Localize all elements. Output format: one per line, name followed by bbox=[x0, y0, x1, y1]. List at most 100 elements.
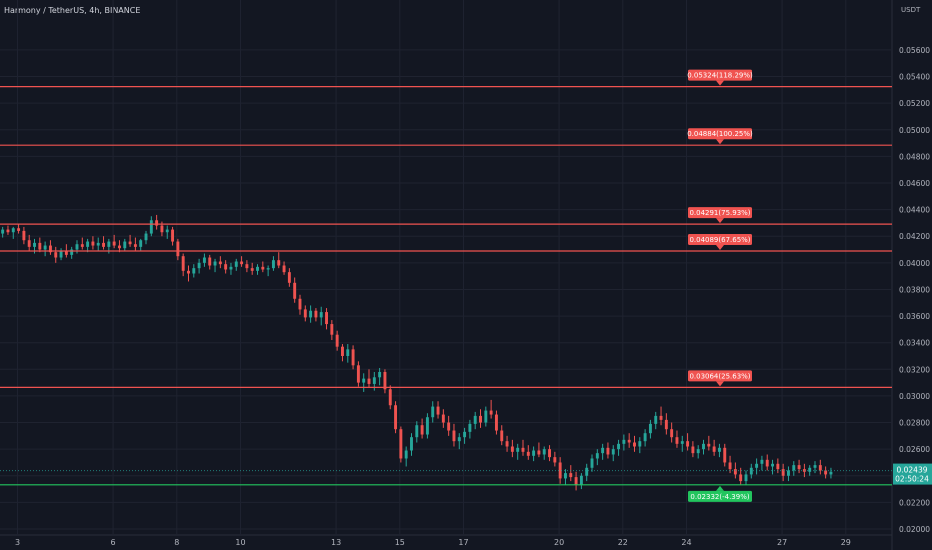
candle bbox=[633, 435, 636, 452]
candle-body bbox=[595, 453, 599, 459]
level-pointer bbox=[716, 80, 724, 86]
candle bbox=[792, 461, 796, 476]
candle-body bbox=[702, 443, 705, 450]
candle-body bbox=[91, 241, 95, 246]
y-tick-label: 0.02800 bbox=[899, 419, 930, 428]
candle-body bbox=[622, 439, 626, 444]
candle bbox=[362, 373, 366, 392]
candle bbox=[829, 467, 833, 479]
candle-body bbox=[797, 465, 801, 470]
candle bbox=[293, 277, 297, 303]
candle bbox=[271, 256, 275, 271]
candle bbox=[341, 344, 344, 362]
candle bbox=[489, 399, 493, 419]
candle bbox=[787, 466, 790, 482]
candle-body bbox=[383, 371, 387, 390]
candle bbox=[431, 401, 435, 423]
candle-body bbox=[325, 312, 328, 325]
candle-body bbox=[760, 459, 764, 464]
candle bbox=[627, 433, 631, 448]
candle bbox=[224, 260, 228, 274]
candle bbox=[43, 241, 47, 257]
candle bbox=[133, 237, 137, 251]
candle-body bbox=[187, 270, 190, 274]
y-tick-label: 0.04200 bbox=[899, 232, 930, 241]
candle bbox=[824, 466, 828, 479]
candle-body bbox=[484, 410, 488, 423]
candle-body bbox=[670, 429, 674, 438]
level-label-bg bbox=[688, 490, 752, 502]
candle-body bbox=[463, 431, 467, 438]
level-label: 0.03064(25.63%) bbox=[689, 372, 750, 380]
x-tick-label: 15 bbox=[395, 538, 405, 547]
candle bbox=[558, 457, 562, 484]
candle bbox=[420, 418, 424, 439]
candle-body bbox=[781, 469, 785, 476]
candle bbox=[675, 430, 679, 448]
candle bbox=[468, 419, 472, 439]
candle bbox=[309, 305, 313, 323]
candle-body bbox=[441, 414, 445, 423]
candle bbox=[213, 258, 217, 273]
x-tick-label: 24 bbox=[681, 538, 691, 547]
resistance-level: 0.03064(25.63%) bbox=[0, 370, 892, 389]
candle bbox=[441, 409, 445, 428]
candle-body bbox=[171, 229, 175, 242]
candle-body bbox=[712, 446, 716, 452]
candle bbox=[256, 264, 259, 275]
candle-body bbox=[160, 225, 164, 233]
candle-body bbox=[27, 240, 31, 247]
candle bbox=[266, 265, 270, 277]
y-axis: 0.020000.022000.024000.026000.028000.030… bbox=[899, 46, 930, 534]
candle bbox=[123, 238, 127, 251]
resistance-level: 0.04884(100.25%) bbox=[0, 128, 892, 146]
candle-body bbox=[229, 266, 233, 270]
candle-body bbox=[399, 429, 403, 459]
candle-body bbox=[22, 230, 26, 241]
y-tick-label: 0.02200 bbox=[899, 498, 930, 507]
candle-body bbox=[75, 244, 79, 250]
candle-body bbox=[213, 261, 217, 266]
candle bbox=[765, 454, 769, 471]
candle bbox=[574, 471, 578, 491]
level-pointer bbox=[716, 218, 724, 224]
candle bbox=[781, 463, 785, 482]
candle bbox=[505, 435, 509, 452]
candle bbox=[425, 413, 429, 439]
candle-body bbox=[351, 349, 355, 366]
candle-body bbox=[224, 264, 228, 270]
x-tick-label: 29 bbox=[841, 538, 851, 547]
candle bbox=[617, 439, 621, 456]
candle-body bbox=[341, 346, 344, 357]
candle-body bbox=[356, 365, 360, 383]
candle-body bbox=[319, 312, 323, 318]
level-label: 0.04089(67.65%) bbox=[689, 236, 750, 244]
candle bbox=[648, 419, 652, 439]
candle-body bbox=[415, 425, 419, 438]
candle bbox=[526, 445, 530, 460]
candle-body bbox=[261, 266, 265, 270]
candle bbox=[664, 413, 668, 435]
level-label-bg bbox=[688, 233, 752, 245]
y-tick-label: 0.04000 bbox=[899, 259, 930, 268]
candle-body bbox=[680, 441, 684, 444]
candle bbox=[86, 238, 90, 253]
candle bbox=[139, 238, 143, 251]
y-tick-label: 0.03200 bbox=[899, 365, 930, 374]
candle bbox=[11, 226, 15, 239]
candle bbox=[261, 261, 265, 273]
candle bbox=[808, 465, 812, 476]
candle bbox=[500, 425, 504, 446]
candle bbox=[346, 344, 350, 363]
candle bbox=[102, 236, 105, 250]
candle-body bbox=[686, 441, 690, 447]
candle bbox=[192, 264, 196, 278]
level-label-bg bbox=[688, 69, 752, 81]
candle bbox=[38, 237, 42, 253]
candle-body bbox=[33, 242, 36, 247]
candle-body bbox=[155, 220, 159, 226]
candle bbox=[590, 454, 594, 472]
last-price-value: 0.02439 bbox=[896, 466, 927, 475]
candle-body bbox=[548, 449, 551, 458]
